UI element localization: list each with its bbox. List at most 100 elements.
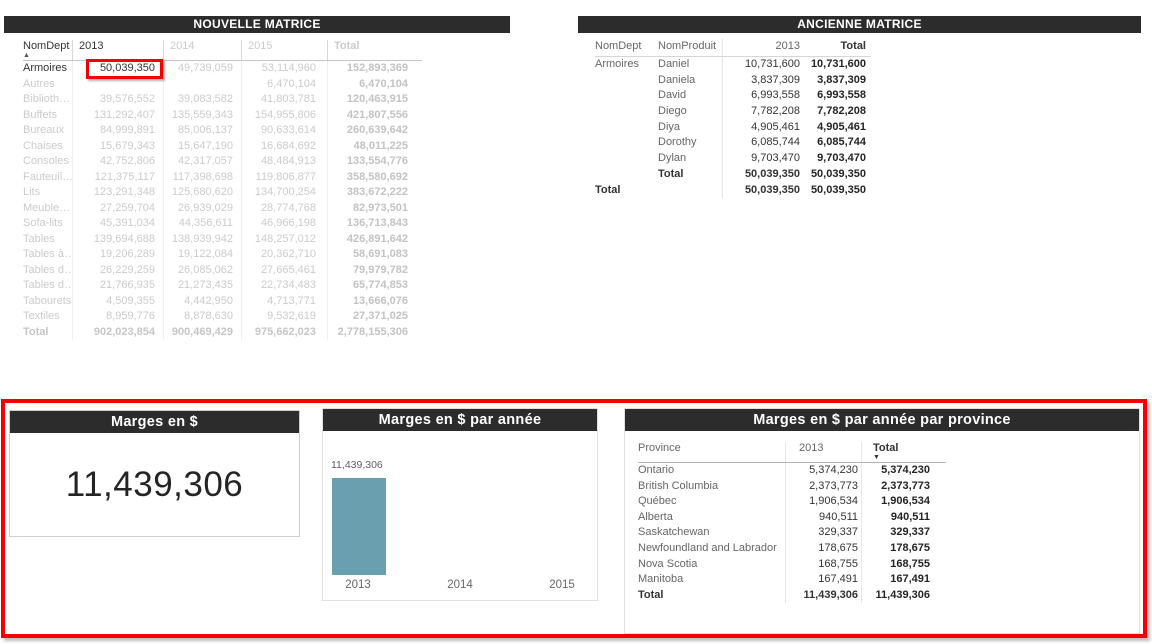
cell-v2013[interactable]: 10,731,600 xyxy=(722,57,805,73)
cell-total[interactable]: 136,713,843 xyxy=(327,216,422,232)
cell-total[interactable]: 426,891,642 xyxy=(327,231,422,247)
cell-dept[interactable] xyxy=(595,88,658,104)
cell-v2015[interactable]: 46,966,198 xyxy=(241,216,327,232)
cell-total[interactable]: 6,470,104 xyxy=(327,76,422,92)
cell-province[interactable]: Saskatchewan xyxy=(638,526,710,539)
column-header-nomdept[interactable]: NomDept xyxy=(595,40,642,52)
cell-produit[interactable]: Daniel xyxy=(658,58,690,70)
cell-total[interactable]: 7,782,208 xyxy=(817,105,866,118)
cell-province[interactable]: Ontario xyxy=(638,464,675,476)
cell-v2014[interactable]: 19,122,084 xyxy=(163,247,241,263)
cell-total[interactable]: 260,639,642 xyxy=(327,123,422,139)
cell-v2013[interactable]: 50,039,350 xyxy=(722,166,805,183)
cell-v2014[interactable]: 44,356,611 xyxy=(163,216,241,232)
cell-v2015[interactable]: 16,684,692 xyxy=(241,138,327,154)
cell-dept[interactable]: Chaises xyxy=(23,139,63,152)
cell-dept[interactable]: Autres xyxy=(23,77,55,90)
cell-v2013[interactable]: 8,959,776 xyxy=(72,309,163,325)
cell-v2013[interactable]: 902,023,854 xyxy=(72,324,163,340)
cell-produit[interactable] xyxy=(658,183,722,199)
cell-v2013[interactable]: 4,905,461 xyxy=(722,119,805,136)
cell-dept[interactable] xyxy=(595,73,658,89)
cell-v2013[interactable]: 121,375,117 xyxy=(72,169,163,185)
cell-v2013[interactable]: 1,906,534 xyxy=(785,494,861,510)
cell-v2015[interactable]: 4,713,771 xyxy=(241,293,327,309)
cell-dept[interactable] xyxy=(595,135,658,151)
cell-v2013[interactable]: 19,206,289 xyxy=(72,247,163,263)
cell-produit[interactable]: Total xyxy=(658,167,684,180)
cell-v2014[interactable]: 8,878,630 xyxy=(163,309,241,325)
cell-total[interactable]: 940,511 xyxy=(861,509,933,526)
cell-total[interactable]: 120,463,915 xyxy=(327,92,422,108)
cell-total[interactable]: 6,085,744 xyxy=(817,136,866,149)
cell-produit[interactable]: Diego xyxy=(658,105,687,118)
cell-total[interactable]: 133,554,776 xyxy=(327,154,422,170)
cell-v2013[interactable]: 9,703,470 xyxy=(722,151,805,167)
cell-v2013[interactable]: 6,085,744 xyxy=(722,135,805,152)
cell-total[interactable]: 79,979,782 xyxy=(327,262,422,278)
cell-v2015[interactable]: 119,806,877 xyxy=(241,169,327,185)
cell-v2013[interactable]: 45,391,034 xyxy=(72,216,163,232)
cell-v2014[interactable]: 39,083,582 xyxy=(163,92,241,108)
cell-total[interactable]: 358,580,692 xyxy=(327,169,422,185)
cell-total[interactable]: 3,837,309 xyxy=(817,73,866,86)
cell-v2013[interactable]: 26,229,259 xyxy=(72,262,163,278)
cell-total[interactable]: 2,778,155,306 xyxy=(327,324,422,340)
cell-produit[interactable]: Dorothy xyxy=(658,136,697,149)
cell-dept[interactable]: Meuble… xyxy=(23,201,71,214)
cell-v2014[interactable]: 26,939,029 xyxy=(163,200,241,216)
cell-total[interactable]: 65,774,853 xyxy=(327,278,422,294)
column-header-province[interactable]: Province xyxy=(638,442,681,454)
cell-produit[interactable]: Daniela xyxy=(658,73,696,86)
cell-v2013[interactable]: 123,291,348 xyxy=(72,185,163,201)
cell-produit[interactable]: David xyxy=(658,89,687,102)
cell-total[interactable]: 13,666,076 xyxy=(327,293,422,309)
cell-v2014[interactable]: 15,647,190 xyxy=(163,138,241,154)
cell-v2013[interactable]: 178,675 xyxy=(785,540,861,557)
cell-dept[interactable]: Total xyxy=(595,183,621,196)
cell-dept[interactable]: Total xyxy=(23,325,49,338)
cell-v2015[interactable]: 148,257,012 xyxy=(241,231,327,247)
cell-total[interactable]: 1,906,534 xyxy=(861,494,933,510)
cell-v2015[interactable]: 22,734,483 xyxy=(241,278,327,294)
cell-v2014[interactable]: 125,680,620 xyxy=(163,185,241,201)
cell-v2015[interactable]: 90,633,614 xyxy=(241,123,327,139)
cell-v2013[interactable]: 4,509,355 xyxy=(72,293,163,309)
cell-v2014[interactable]: 26,085,062 xyxy=(163,262,241,278)
cell-v2014[interactable]: 900,469,429 xyxy=(163,324,241,340)
cell-dept[interactable]: Armoires xyxy=(23,62,68,74)
cell-v2013[interactable]: 329,337 xyxy=(785,525,861,541)
cell-total[interactable]: 2,373,773 xyxy=(861,478,933,495)
cell-v2015[interactable]: 134,700,254 xyxy=(241,185,327,201)
cell-province[interactable]: Newfoundland and Labrador xyxy=(638,541,777,554)
cell-v2014[interactable]: 49,739,059 xyxy=(163,61,241,77)
cell-v2015[interactable]: 9,532,619 xyxy=(241,309,327,325)
cell-v2013[interactable] xyxy=(72,76,163,92)
cell-v2013[interactable]: 39,576,552 xyxy=(72,92,163,108)
cell-v2013[interactable]: 27,259,704 xyxy=(72,200,163,216)
cell-total[interactable]: 152,893,369 xyxy=(327,61,422,77)
column-header-2015[interactable]: 2015 xyxy=(241,40,327,60)
cell-province[interactable]: British Columbia xyxy=(638,479,719,492)
cell-total[interactable]: 383,672,222 xyxy=(327,185,422,201)
cell-v2014[interactable]: 21,273,435 xyxy=(163,278,241,294)
cell-province[interactable]: Alberta xyxy=(638,510,673,523)
cell-v2013[interactable]: 50,039,350 xyxy=(72,59,163,78)
cell-v2013[interactable]: 11,439,306 xyxy=(785,587,861,604)
cell-v2014[interactable]: 85,006,137 xyxy=(163,123,241,139)
cell-v2013[interactable]: 940,511 xyxy=(785,509,861,526)
cell-province[interactable]: Total xyxy=(638,588,664,601)
cell-dept[interactable]: Tables xyxy=(23,232,55,245)
cell-dept[interactable]: Armoires xyxy=(595,58,640,70)
column-header-2014[interactable]: 2014 xyxy=(163,40,241,60)
cell-v2013[interactable]: 167,491 xyxy=(785,572,861,588)
cell-total[interactable]: 329,337 xyxy=(861,525,933,541)
cell-dept[interactable]: Lits xyxy=(23,186,41,198)
cell-v2014[interactable] xyxy=(163,76,241,92)
cell-total[interactable]: 27,371,025 xyxy=(327,309,422,325)
cell-province[interactable]: Manitoba xyxy=(638,573,684,586)
cell-total[interactable]: 50,039,350 xyxy=(810,167,866,180)
column-header-2013[interactable]: 2013 xyxy=(785,442,861,462)
cell-total[interactable]: 421,807,556 xyxy=(327,107,422,123)
column-header-total[interactable]: Total xyxy=(327,40,422,60)
